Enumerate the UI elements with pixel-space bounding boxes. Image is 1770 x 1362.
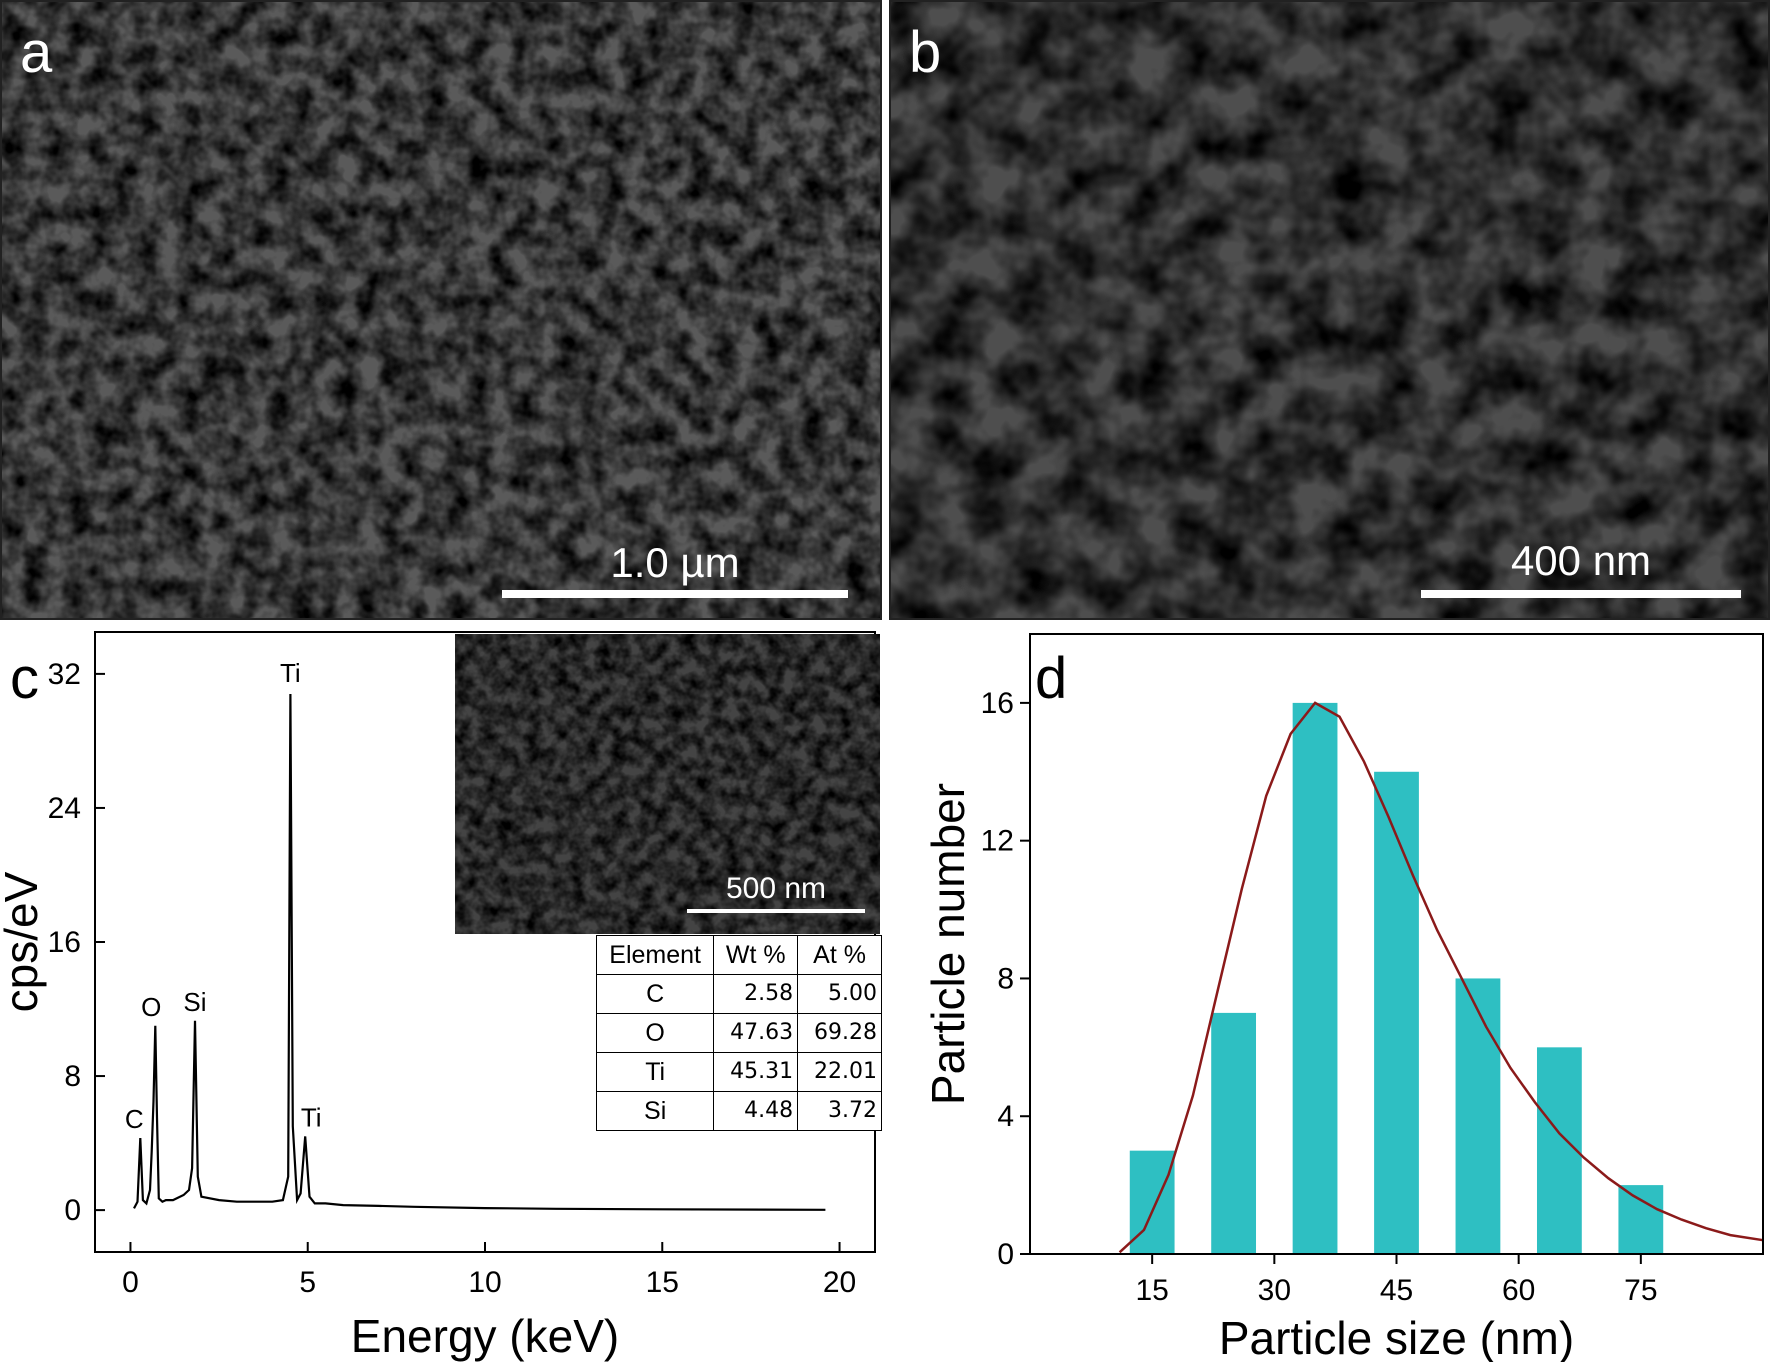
y-tick-label: 8: [997, 962, 1014, 995]
panel-label-a: a: [20, 20, 53, 85]
table-header-row: Element Wt % At %: [595, 935, 882, 975]
x-tick-label: 60: [1502, 1274, 1535, 1307]
peak-label: O: [141, 992, 161, 1022]
sem-image-panel-b: b 400 nm: [889, 0, 1770, 620]
histogram-bar: [1374, 771, 1419, 1254]
table-row: O 47.63 69.28: [595, 1013, 882, 1053]
y-tick-label: 4: [997, 1100, 1014, 1133]
table-cell-at: 22.01: [797, 1052, 882, 1092]
table-cell-at: 3.72: [797, 1091, 882, 1131]
panel-label-c: c: [10, 646, 39, 711]
table-cell-element: O: [595, 1013, 715, 1053]
table-cell-wt: 4.48: [713, 1091, 799, 1131]
peak-label: Si: [183, 987, 206, 1017]
table-cell-at: 69.28: [797, 1013, 882, 1053]
distribution-fit-curve: [1118, 701, 1764, 1254]
x-tick-label: 30: [1258, 1274, 1291, 1307]
table-cell-wt: 47.63: [713, 1013, 799, 1053]
x-tick-label: 15: [1135, 1274, 1168, 1307]
x-tick-label: 10: [468, 1266, 501, 1299]
histogram-bar: [1618, 1185, 1664, 1254]
table-cell-wt: 45.31: [713, 1052, 799, 1092]
table-header-cell: Wt %: [713, 935, 799, 975]
x-tick-label: 0: [122, 1266, 139, 1299]
x-tick-label: 5: [299, 1266, 316, 1299]
histogram-bar: [1292, 702, 1338, 1254]
scale-bar-b: [1421, 590, 1741, 598]
y-tick-label: 32: [48, 658, 81, 691]
edx-composition-table: Element Wt % At % C 2.58 5.00 O 47.63 69…: [595, 935, 882, 1131]
x-axis-label: Particle size (nm): [1219, 1312, 1574, 1362]
spectrum-line: [133, 693, 826, 1211]
histogram-bar: [1455, 978, 1501, 1254]
y-tick-label: 16: [981, 687, 1014, 720]
sem-texture-a: [2, 2, 880, 618]
y-axis-label: Particle number: [922, 783, 974, 1105]
table-cell-wt: 2.58: [713, 974, 799, 1014]
y-tick-label: 0: [997, 1238, 1014, 1271]
y-axis-label: cps/eV: [0, 871, 47, 1012]
table-row: Ti 45.31 22.01: [595, 1052, 882, 1092]
y-tick-label: 8: [64, 1060, 81, 1093]
table-cell-at: 5.00: [797, 974, 882, 1014]
y-tick-label: 0: [64, 1194, 81, 1227]
peak-label: C: [125, 1104, 144, 1134]
y-tick-label: 16: [48, 926, 81, 959]
particle-size-histogram: 15 30 45 60 75 0 4 8 12 16 Particle size (nm) Parti…: [922, 633, 1764, 1362]
table-header-cell: At %: [797, 935, 882, 975]
peak-label: Ti: [280, 658, 301, 688]
sem-image-panel-a: a 1.0 µm: [0, 0, 882, 620]
x-tick-label: 45: [1380, 1274, 1413, 1307]
table-row: Si 4.48 3.72: [595, 1091, 882, 1131]
inset-scale-bar-label: 500 nm: [725, 872, 827, 905]
inset-sem-image: 500 nm: [455, 634, 880, 934]
panel-label-b: b: [909, 20, 942, 85]
table-header-cell: Element: [595, 935, 715, 975]
scale-bar-label-b: 400 nm: [1510, 537, 1652, 584]
table-cell-element: C: [595, 974, 715, 1014]
panel-label-d: d: [1035, 646, 1068, 711]
y-tick-label: 24: [48, 792, 81, 825]
scale-bar-label-a: 1.0 µm: [610, 539, 740, 586]
inset-sem-texture: [455, 634, 880, 934]
x-tick-label: 20: [823, 1266, 856, 1299]
x-tick-label: 15: [646, 1266, 679, 1299]
table-cell-element: Si: [595, 1091, 715, 1131]
y-tick-label: 12: [981, 825, 1014, 858]
histogram-bar: [1129, 1150, 1175, 1254]
table-cell-element: Ti: [595, 1052, 715, 1092]
histogram-bar: [1536, 1047, 1582, 1254]
histogram-bar: [1211, 1012, 1257, 1254]
x-axis-label: Energy (keV): [351, 1310, 619, 1362]
inset-scale-bar: [687, 909, 865, 913]
peak-label: Ti: [301, 1102, 322, 1132]
x-tick-label: 75: [1624, 1274, 1657, 1307]
sem-texture-b: [891, 2, 1768, 618]
scale-bar-a: [502, 590, 848, 598]
table-row: C 2.58 5.00: [595, 974, 882, 1014]
